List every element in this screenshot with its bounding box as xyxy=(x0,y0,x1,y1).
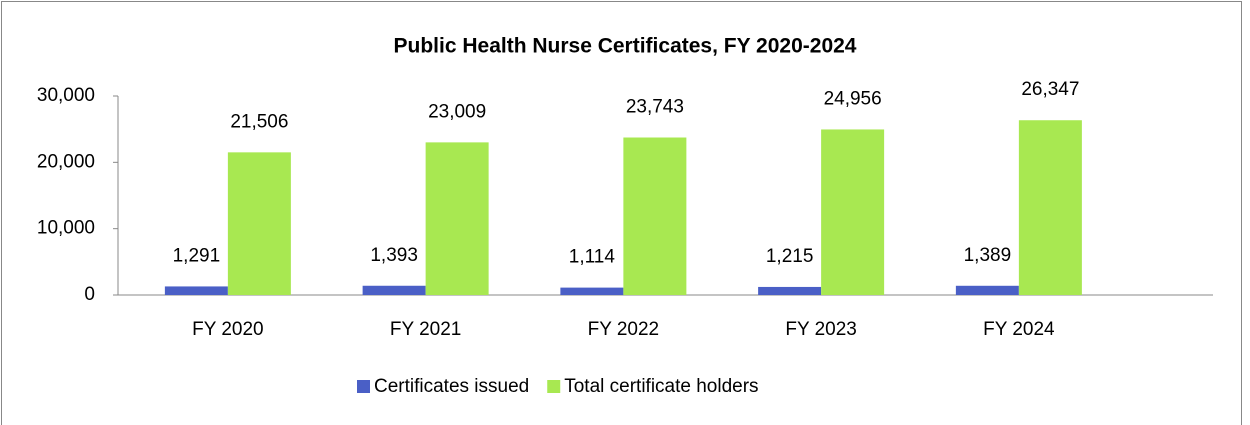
legend-label: Total certificate holders xyxy=(564,376,758,397)
x-tick-label: FY 2024 xyxy=(983,319,1055,340)
value-label: 21,506 xyxy=(230,111,288,132)
bar xyxy=(164,286,228,295)
legend-label: Certificates issued xyxy=(374,376,529,397)
bar xyxy=(1018,120,1082,295)
value-label: 1,215 xyxy=(766,246,814,267)
chart-title: Public Health Nurse Certificates, FY 202… xyxy=(394,35,857,58)
y-tick-label: 30,000 xyxy=(37,85,95,106)
legend-swatch xyxy=(547,380,561,393)
value-label: 1,393 xyxy=(370,245,418,266)
value-label: 24,956 xyxy=(824,88,882,109)
x-tick-label: FY 2021 xyxy=(390,319,461,340)
value-label: 23,743 xyxy=(626,97,684,118)
value-label: 1,114 xyxy=(569,247,616,268)
value-label: 26,347 xyxy=(1021,79,1079,100)
bar xyxy=(955,285,1019,295)
value-label: 23,009 xyxy=(428,101,486,122)
x-tick-label: FY 2023 xyxy=(785,319,856,340)
bar xyxy=(227,152,291,295)
value-label: 1,389 xyxy=(964,245,1012,266)
y-tick-label: 0 xyxy=(84,284,95,305)
y-tick-label: 10,000 xyxy=(37,218,95,239)
x-tick-label: FY 2022 xyxy=(588,319,659,340)
bar xyxy=(425,142,489,295)
bar xyxy=(362,285,426,295)
x-tick-label: FY 2020 xyxy=(192,319,263,340)
bar xyxy=(560,287,624,295)
bar xyxy=(623,137,687,295)
value-label: 1,291 xyxy=(173,245,221,266)
legend-swatch xyxy=(357,380,370,393)
y-tick-label: 20,000 xyxy=(37,151,95,172)
bar xyxy=(821,129,885,295)
bar xyxy=(758,286,822,295)
